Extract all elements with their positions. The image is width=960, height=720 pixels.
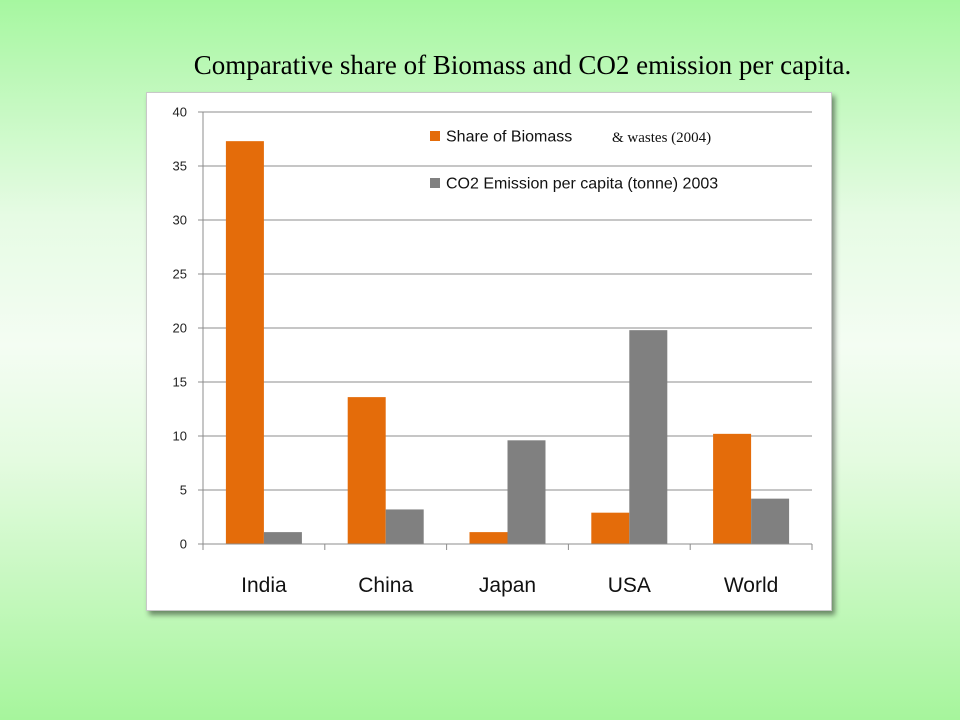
y-tick-label: 35 <box>173 159 187 174</box>
x-category-label: India <box>241 574 287 597</box>
slide-title: Comparative share of Biomass and CO2 emi… <box>193 50 852 80</box>
x-category-label: Japan <box>479 574 536 597</box>
bar-co2-world <box>751 498 790 544</box>
x-axis-categories: India China Japan USA World <box>241 574 778 597</box>
bar-biomass-usa <box>591 512 630 544</box>
legend-swatch-biomass <box>430 131 440 141</box>
chart-frame: 0 5 10 15 20 25 30 35 40 India China Japan USA World… <box>146 92 832 611</box>
bar-biomass-china <box>347 397 386 544</box>
legend-label-biomass-suffix: & wastes (2004) <box>612 130 711 146</box>
bar-biomass-japan <box>469 532 508 544</box>
x-category-label: China <box>358 574 413 597</box>
bar-co2-usa <box>629 330 668 544</box>
y-tick-label: 40 <box>173 105 187 120</box>
bars <box>225 141 790 544</box>
x-category-label: USA <box>608 574 651 597</box>
x-category-label: World <box>724 574 778 597</box>
bar-co2-japan <box>507 440 546 544</box>
y-tick-label: 20 <box>173 321 187 336</box>
gridlines <box>203 111 812 491</box>
y-tick-label: 25 <box>173 267 187 282</box>
axes <box>198 112 813 550</box>
legend-label-co2: CO2 Emission per capita (tonne) 2003 <box>446 176 718 193</box>
y-tick-label: 10 <box>173 429 187 444</box>
y-tick-label: 15 <box>173 375 187 390</box>
bar-chart: 0 5 10 15 20 25 30 35 40 India China Japan USA World… <box>173 105 813 597</box>
bar-co2-china <box>385 509 424 544</box>
y-tick-label: 30 <box>173 213 187 228</box>
bar-co2-india <box>263 532 302 544</box>
bar-biomass-world <box>713 433 752 544</box>
legend-label-biomass: Share of Biomass <box>446 129 572 146</box>
bar-biomass-india <box>225 141 264 544</box>
y-tick-label: 0 <box>180 537 187 552</box>
y-axis-ticks: 0 5 10 15 20 25 30 35 40 <box>173 105 203 552</box>
legend-swatch-co2 <box>430 178 440 188</box>
legend: Share of Biomass & wastes (2004) CO2 Emi… <box>430 129 718 193</box>
y-tick-label: 5 <box>180 483 187 498</box>
